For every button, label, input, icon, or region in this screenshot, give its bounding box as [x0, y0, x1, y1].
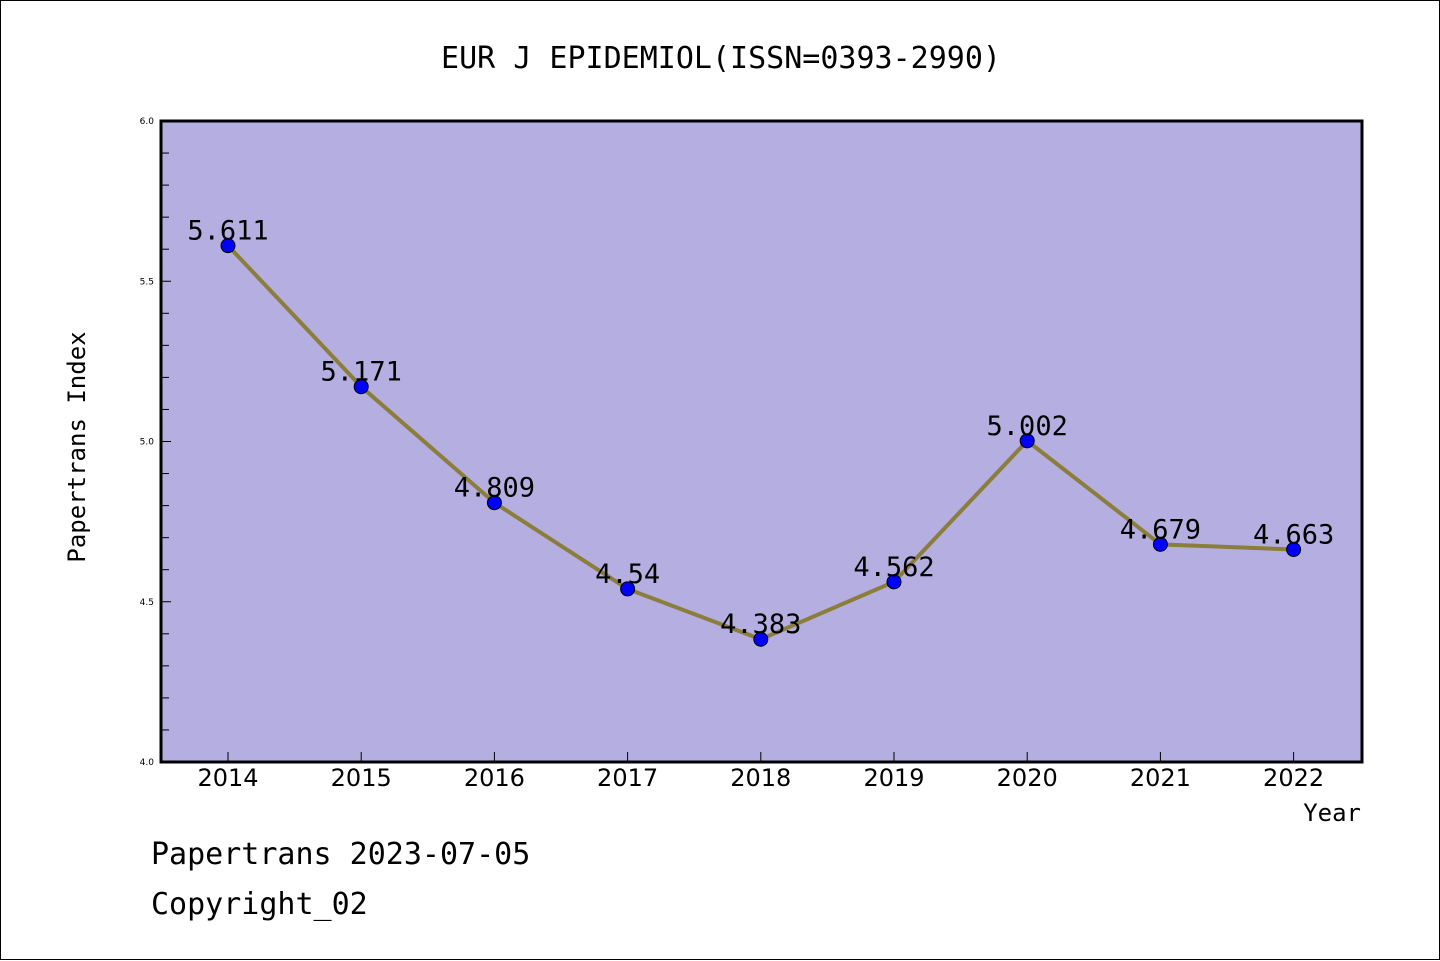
data-point-marker — [753, 631, 769, 647]
data-point-marker — [886, 574, 902, 590]
footer-copyright: Copyright_02 — [151, 887, 368, 922]
x-tick-label: 2019 — [863, 764, 924, 792]
chart-title: EUR J EPIDEMIOL(ISSN=0393-2990) — [441, 41, 1001, 76]
y-tick-label: 6.0 — [140, 117, 155, 127]
data-point-label: 5.002 — [987, 411, 1068, 442]
data-point-label: 5.611 — [187, 216, 268, 247]
data-point-marker — [486, 495, 502, 511]
data-point-label: 5.171 — [321, 357, 402, 388]
x-tick-label: 2017 — [597, 764, 658, 792]
data-point-marker — [1286, 542, 1302, 558]
x-axis-title: Year — [1303, 799, 1361, 827]
data-point-marker — [620, 581, 636, 597]
x-tick-label: 2016 — [464, 764, 525, 792]
x-tick-label: 2015 — [331, 764, 392, 792]
x-tick-label: 2018 — [730, 764, 791, 792]
y-tick-label: 4.5 — [140, 598, 154, 608]
footer-date: Papertrans 2023-07-05 — [151, 837, 531, 872]
x-tick-label: 2020 — [997, 764, 1058, 792]
plot-area — [161, 121, 1362, 762]
x-axis-ticks: 2014 2015 2016 2017 2018 2019 2020 2021 2022 — [197, 752, 1324, 792]
x-tick-label: 2022 — [1263, 764, 1324, 792]
data-point-label: 4.663 — [1253, 520, 1334, 551]
data-point-marker — [220, 238, 236, 254]
y-tick-label: 5.0 — [140, 438, 155, 448]
data-point-label: 4.809 — [454, 473, 535, 504]
series-markers — [220, 238, 1302, 647]
data-point-marker — [1152, 536, 1168, 552]
y-tick-label: 5.5 — [140, 277, 154, 287]
data-labels: 5.611 5.171 4.809 4.54 4.383 4.562 5.002 4.679 4… — [187, 216, 1334, 641]
data-point-label: 4.383 — [720, 609, 801, 640]
x-tick-label: 2014 — [197, 764, 258, 792]
x-tick-label: 2021 — [1130, 764, 1191, 792]
y-axis-title: Papertrans Index — [63, 331, 91, 562]
data-point-marker — [353, 379, 369, 395]
data-point-label: 4.679 — [1120, 514, 1201, 545]
data-point-marker — [1019, 433, 1035, 449]
y-tick-label: 4.0 — [140, 758, 155, 768]
data-point-label: 4.54 — [595, 559, 660, 590]
data-point-label: 4.562 — [853, 552, 934, 583]
plot-border — [159, 119, 1364, 764]
